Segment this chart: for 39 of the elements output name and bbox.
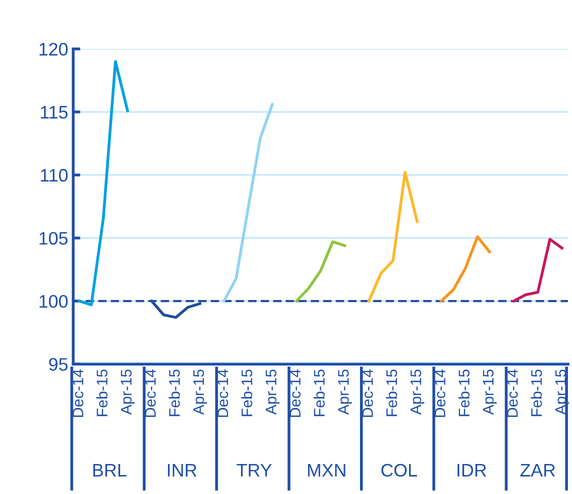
x-tick-label: Dec-14 xyxy=(507,369,518,417)
text: BRL xyxy=(93,464,126,476)
x-tick-label: Dec-14 xyxy=(218,369,228,417)
x-tick-label: Apr-15 xyxy=(482,370,497,415)
x-tick-label: Feb-15 xyxy=(458,370,470,416)
x-tick-label: Feb-15 xyxy=(168,370,180,416)
y-tick-label: 110 xyxy=(40,168,68,182)
x-tick-label: Dec-14 xyxy=(72,369,84,417)
text: MXN xyxy=(308,464,346,476)
y-tick-label: 100 xyxy=(40,294,68,308)
line-series xyxy=(512,238,564,302)
x-tick-label: Apr-15 xyxy=(266,370,280,415)
x-tick-label: Dec-14 xyxy=(290,369,301,417)
text: COL xyxy=(381,464,418,477)
x-tick-label: Feb-15 xyxy=(241,370,252,416)
text: IDR xyxy=(458,464,486,476)
x-tick-label: Dec-14 xyxy=(145,369,156,417)
text: INR xyxy=(168,464,197,476)
text: ZAR xyxy=(520,464,556,476)
x-tick-label: Feb-15 xyxy=(386,370,398,416)
x-tick-label: Apr-15 xyxy=(338,370,352,415)
x-tick-label: Feb-15 xyxy=(313,370,325,416)
x-tick-label: Feb-15 xyxy=(530,370,542,416)
line-series xyxy=(78,60,129,306)
line-series xyxy=(222,102,274,302)
y-tick-label: 105 xyxy=(40,232,68,245)
x-tick-label: Dec-14 xyxy=(434,369,446,417)
y-tick-label: 95 xyxy=(49,358,68,371)
x-tick-label: Apr-15 xyxy=(410,370,424,415)
y-tick-label: 120 xyxy=(40,42,68,56)
line-series xyxy=(440,235,491,302)
x-tick-label: Apr-15 xyxy=(120,370,135,415)
line-series xyxy=(295,240,346,302)
line-series xyxy=(367,171,419,302)
x-tick-label: Dec-14 xyxy=(362,369,373,417)
x-tick-label: Feb-15 xyxy=(96,370,108,416)
y-tick-label: 115 xyxy=(40,106,68,119)
text: TRY xyxy=(236,464,272,476)
x-tick-label: Apr-15 xyxy=(193,370,208,415)
